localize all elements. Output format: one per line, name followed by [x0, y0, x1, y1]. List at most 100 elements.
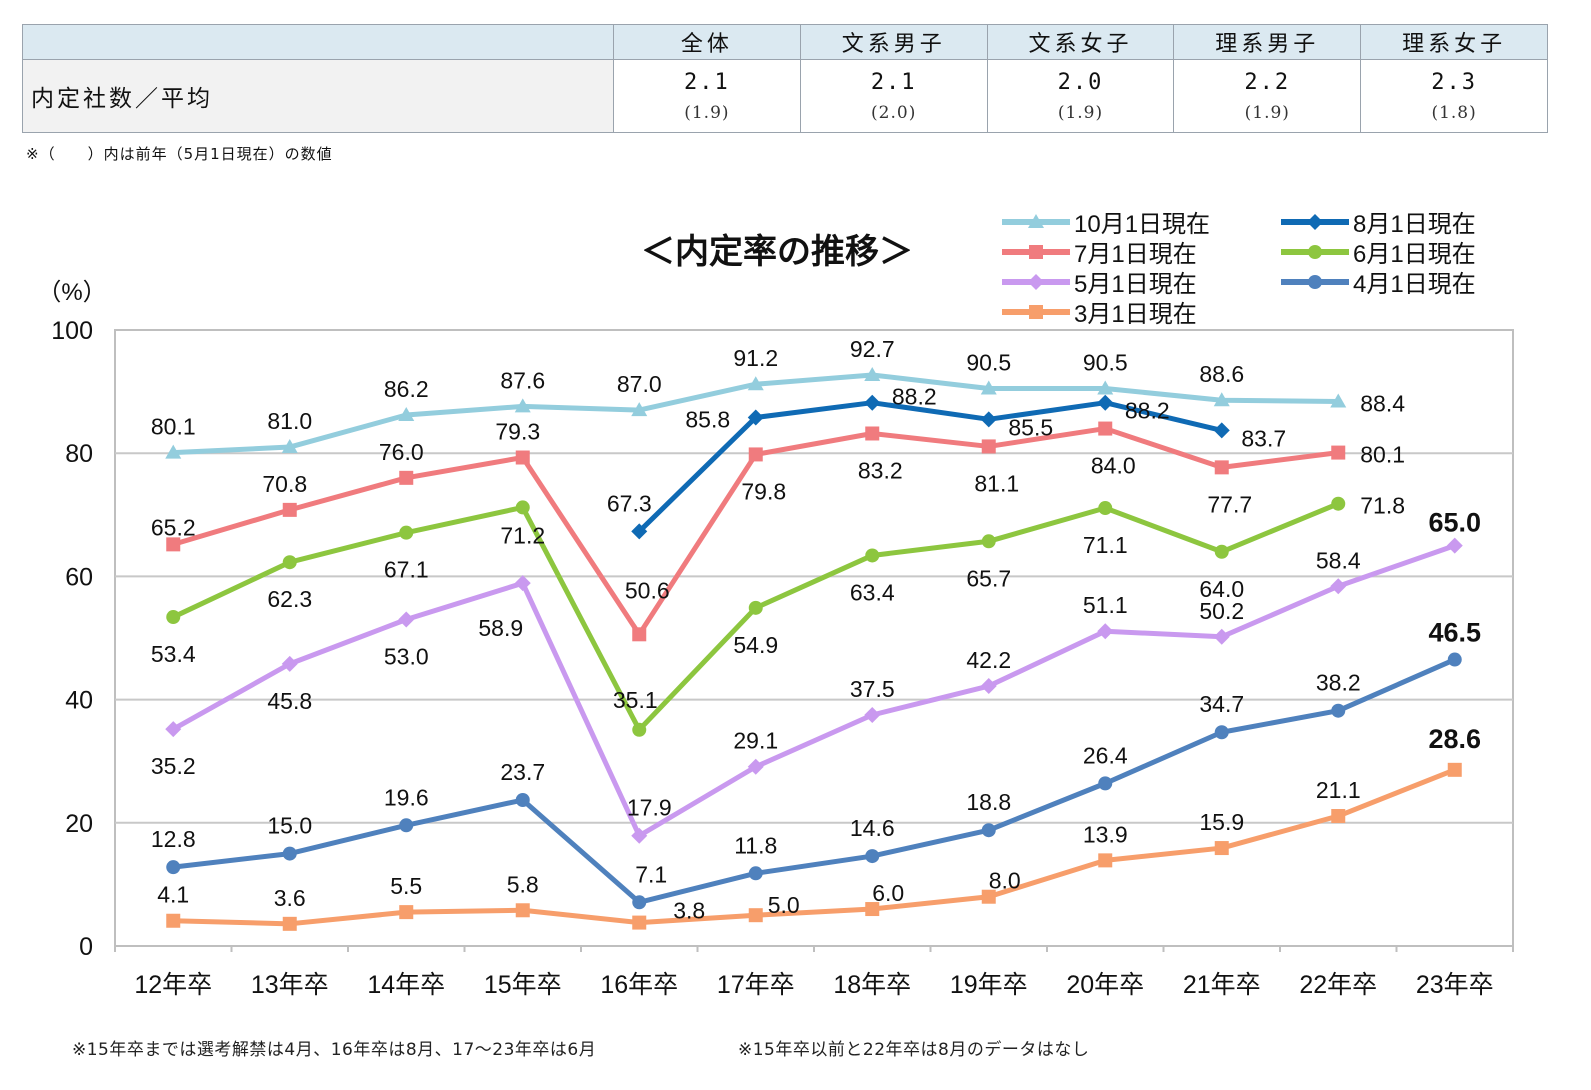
data-label-s1-8: 88.2 [1125, 398, 1170, 424]
data-point-s3-5 [748, 600, 763, 615]
data-label-s3-7: 65.7 [966, 565, 1011, 591]
header-cell-bunkei-male: 文系男子 [799, 24, 988, 60]
data-point-s2-1 [282, 502, 297, 517]
data-point-s1-8 [1097, 394, 1114, 411]
data-point-s4-7 [980, 678, 997, 695]
summary-row-label: 内定社数／平均 [22, 59, 614, 133]
data-point-s6-7 [981, 889, 996, 904]
data-label-s5-7: 18.8 [966, 789, 1011, 815]
data-point-s6-0 [166, 913, 181, 928]
data-point-s6-6 [865, 902, 880, 917]
data-label-s3-5: 54.9 [733, 632, 778, 658]
data-label-s3-4: 35.1 [613, 687, 658, 713]
data-label-s1-7: 85.5 [1008, 414, 1053, 440]
data-label-s6-9: 15.9 [1199, 809, 1244, 835]
data-label-s4-6: 37.5 [850, 676, 895, 702]
data-label-s5-3: 23.7 [500, 759, 545, 785]
data-label-s4-9: 50.2 [1199, 598, 1244, 624]
current-value: 2.1 [684, 69, 730, 95]
data-label-s0-4: 87.0 [617, 371, 662, 397]
data-label-s6-6: 6.0 [872, 880, 904, 906]
data-label-s3-1: 62.3 [267, 586, 312, 612]
data-label-s3-9: 64.0 [1199, 576, 1244, 602]
header-cell-rikei-female: 理系女子 [1360, 24, 1548, 60]
data-point-s2-7 [981, 439, 996, 454]
legend-label-2: 7月1日現在 [1074, 241, 1197, 268]
x-tick-label: 20年卒 [1066, 971, 1144, 999]
x-tick-label: 18年卒 [833, 971, 911, 999]
data-point-s6-11 [1447, 762, 1462, 777]
data-label-s3-0: 53.4 [151, 641, 196, 667]
value-cell-bunkei-male: 2.1 (2.0) [799, 59, 988, 133]
data-label-s2-6: 83.2 [858, 457, 903, 483]
data-point-s2-2 [399, 470, 414, 485]
data-point-s4-10 [1330, 578, 1347, 595]
data-label-s6-0: 4.1 [157, 882, 189, 908]
legend-label-3: 6月1日現在 [1353, 241, 1476, 268]
data-point-s0-8 [1097, 380, 1114, 395]
data-label-s3-3: 71.2 [500, 522, 545, 548]
summary-data-row: 内定社数／平均 2.1 (1.9) 2.1 (2.0) 2.0 (1.9) 2.… [22, 59, 1548, 133]
data-label-s6-8: 13.9 [1083, 821, 1128, 847]
x-tick-label: 17年卒 [717, 971, 795, 999]
legend-label-1: 8月1日現在 [1353, 211, 1476, 238]
data-point-s3-4 [632, 722, 647, 737]
data-point-s2-9 [1214, 460, 1229, 475]
data-point-s3-6 [865, 548, 880, 563]
x-tick-label: 22年卒 [1299, 971, 1377, 999]
data-label-s5-4: 7.1 [635, 861, 667, 887]
data-point-s6-9 [1214, 841, 1229, 856]
value-cell-rikei-male: 2.2 (1.9) [1173, 59, 1362, 133]
legend-marker-5 [1308, 275, 1322, 289]
data-label-s1-6: 88.2 [892, 384, 937, 410]
data-point-s5-7 [981, 823, 996, 838]
value-cell-bunkei-female: 2.0 (1.9) [986, 59, 1175, 133]
y-tick-label: 0 [79, 933, 93, 961]
data-point-s0-7 [980, 380, 997, 395]
data-label-s2-0: 65.2 [151, 514, 196, 540]
current-value: 2.0 [1057, 69, 1104, 95]
data-point-s0-2 [398, 407, 415, 422]
data-point-s3-3 [515, 500, 530, 515]
data-label-s6-11: 28.6 [1428, 724, 1481, 754]
data-label-s4-8: 51.1 [1083, 592, 1128, 618]
y-tick-label: 100 [51, 317, 93, 345]
data-label-s6-10: 21.1 [1316, 777, 1361, 803]
data-point-s2-5 [748, 447, 763, 462]
data-label-s1-4: 67.3 [607, 490, 652, 516]
data-point-s5-6 [865, 849, 880, 864]
data-point-s2-0 [166, 537, 181, 552]
data-point-s4-1 [281, 655, 298, 672]
summary-table: 全体 文系男子 文系女子 理系男子 理系女子 内定社数／平均 2.1 (1.9)… [22, 24, 1548, 133]
data-point-s2-8 [1098, 421, 1113, 436]
data-point-s3-0 [166, 610, 181, 625]
data-label-s6-2: 5.5 [390, 873, 422, 899]
x-tick-label: 16年卒 [600, 971, 678, 999]
data-point-s4-6 [864, 707, 881, 723]
data-point-s0-3 [514, 398, 531, 413]
data-point-s6-5 [748, 908, 763, 923]
data-label-s5-9: 34.7 [1199, 691, 1244, 717]
data-point-s2-4 [632, 627, 647, 642]
data-label-s5-2: 19.6 [384, 784, 429, 810]
data-label-s5-5: 11.8 [734, 832, 777, 858]
legend-marker-6 [1029, 305, 1043, 319]
legend-marker-1 [1307, 214, 1323, 230]
x-tick-label: 13年卒 [251, 971, 329, 999]
data-point-s4-8 [1097, 623, 1114, 640]
data-point-s4-9 [1213, 628, 1230, 645]
series-line-5 [172, 657, 1456, 905]
data-label-s3-6: 63.4 [850, 579, 895, 605]
data-point-s5-4 [632, 895, 647, 910]
data-point-s3-10 [1331, 496, 1346, 511]
data-point-s6-10 [1331, 809, 1346, 824]
current-value: 2.2 [1244, 69, 1291, 95]
data-label-s4-3: 58.9 [478, 615, 523, 641]
data-point-s5-10 [1331, 703, 1346, 718]
legend-marker-3 [1308, 245, 1322, 259]
data-point-s0-9 [1213, 392, 1230, 407]
header-cell-bunkei-female: 文系女子 [986, 24, 1175, 60]
data-label-s2-4: 50.6 [625, 577, 670, 603]
data-point-s3-9 [1214, 544, 1229, 559]
x-tick-label: 19年卒 [950, 971, 1028, 999]
